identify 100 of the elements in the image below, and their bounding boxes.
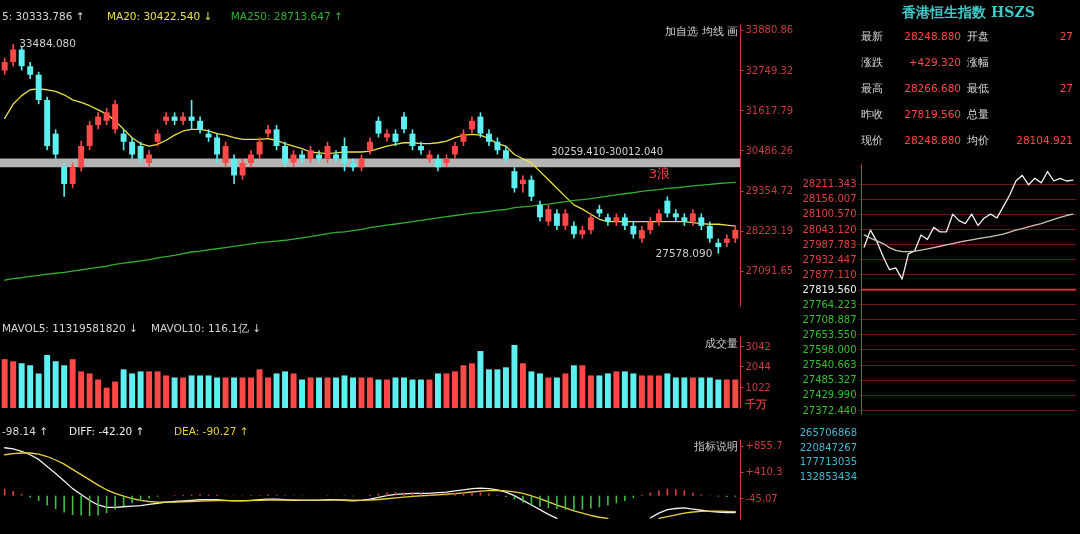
annotation: 成交量 <box>705 337 738 349</box>
candlestick <box>231 153 238 185</box>
bar <box>715 379 722 408</box>
candlestick <box>672 208 679 223</box>
bar <box>494 369 501 408</box>
bar <box>137 371 144 408</box>
text: DEA: -90.27 ↑ <box>174 425 249 437</box>
y-tick-label: 32749.32 <box>745 64 794 76</box>
annotation: 指标说明 <box>693 440 738 452</box>
bar <box>239 377 246 408</box>
bar <box>562 373 569 408</box>
bar <box>732 379 739 408</box>
bar <box>333 377 339 408</box>
y-tick-label: 27877.110 <box>802 268 857 280</box>
candlestick <box>706 220 713 244</box>
candlestick <box>129 136 136 160</box>
bar <box>502 367 509 408</box>
bar <box>1 359 8 408</box>
y-tick-label: 28156.007 <box>802 193 857 205</box>
bar <box>307 377 314 408</box>
bar <box>613 371 620 408</box>
y-tick-label: 27764.223 <box>802 298 857 310</box>
bar <box>188 375 195 408</box>
bar <box>451 371 458 408</box>
bar <box>401 377 407 408</box>
candlestick <box>282 140 289 168</box>
bar <box>426 379 433 408</box>
candlestick <box>137 140 144 164</box>
candlestick <box>61 162 68 198</box>
bar <box>468 363 475 408</box>
bar <box>689 377 696 408</box>
text: 开盘 <box>967 30 989 42</box>
candlestick <box>384 128 390 143</box>
bar <box>384 379 390 408</box>
y-tick-label: 27708.887 <box>802 313 857 325</box>
text: 28248.880 <box>904 30 961 42</box>
bar <box>248 377 255 408</box>
bar <box>273 373 280 408</box>
text: 265706868 <box>799 427 857 439</box>
bar <box>570 365 577 408</box>
bar <box>103 387 110 408</box>
bar <box>519 363 526 408</box>
y-tick-label: 29354.72 <box>745 185 794 197</box>
bar <box>120 369 127 408</box>
y-tick-label: 30486.26 <box>745 144 794 156</box>
bar <box>52 361 59 408</box>
text: 香港恒生指数 HSZS <box>901 4 1035 20</box>
text: 28266.680 <box>904 82 961 94</box>
bar <box>545 377 552 408</box>
bar <box>664 373 671 408</box>
y-tick-label: 27653.550 <box>802 328 857 340</box>
candlestick <box>562 208 569 231</box>
bar <box>282 371 289 408</box>
bar <box>112 381 119 408</box>
bar <box>231 377 238 408</box>
bar <box>290 373 297 408</box>
bar <box>477 351 484 408</box>
text: DIFF: -42.20 ↑ <box>69 425 145 437</box>
bar <box>443 373 450 408</box>
y-tick-label: 27429.990 <box>802 389 857 401</box>
text: 132853434 <box>799 470 857 482</box>
text: 最高 <box>861 82 883 94</box>
bar <box>553 377 560 408</box>
bar <box>197 375 204 408</box>
candlestick <box>664 195 671 219</box>
y-tick-label: 28100.570 <box>802 208 857 220</box>
annotation: 3浪 <box>648 166 670 182</box>
bar <box>154 371 161 408</box>
candlestick <box>553 208 560 231</box>
candlestick <box>299 149 306 164</box>
bar <box>485 369 492 408</box>
candlestick <box>69 161 76 190</box>
bar <box>681 377 688 408</box>
candlestick <box>418 140 424 156</box>
y-tick-label: 3042 <box>745 340 771 352</box>
bar <box>418 379 424 408</box>
candlestick <box>52 128 59 160</box>
bar <box>587 375 594 408</box>
band-label: 30259.410-30012.040 <box>551 146 664 158</box>
bar <box>528 371 535 408</box>
annotation: 33484.080 <box>19 37 76 50</box>
candlestick <box>86 120 93 152</box>
bar <box>10 361 17 408</box>
candlestick <box>528 174 535 202</box>
text: 涨跌 <box>861 56 883 68</box>
annotation: 加自选 均线 画 <box>665 25 738 37</box>
bar <box>638 375 645 408</box>
text: 177713035 <box>799 456 857 468</box>
y-tick-label: -45.07 <box>745 492 778 504</box>
candlestick <box>316 149 322 164</box>
bar <box>27 365 34 408</box>
candlestick <box>18 46 25 72</box>
candlestick <box>188 99 195 131</box>
candlestick <box>256 136 263 160</box>
y-tick-label: 27372.440 <box>802 404 857 416</box>
candlestick <box>519 174 526 194</box>
text: 均价 <box>966 134 989 146</box>
y-tick-label: +410.3 <box>745 466 783 478</box>
bar <box>316 377 322 408</box>
y-tick-label: 27819.560 <box>802 284 857 296</box>
